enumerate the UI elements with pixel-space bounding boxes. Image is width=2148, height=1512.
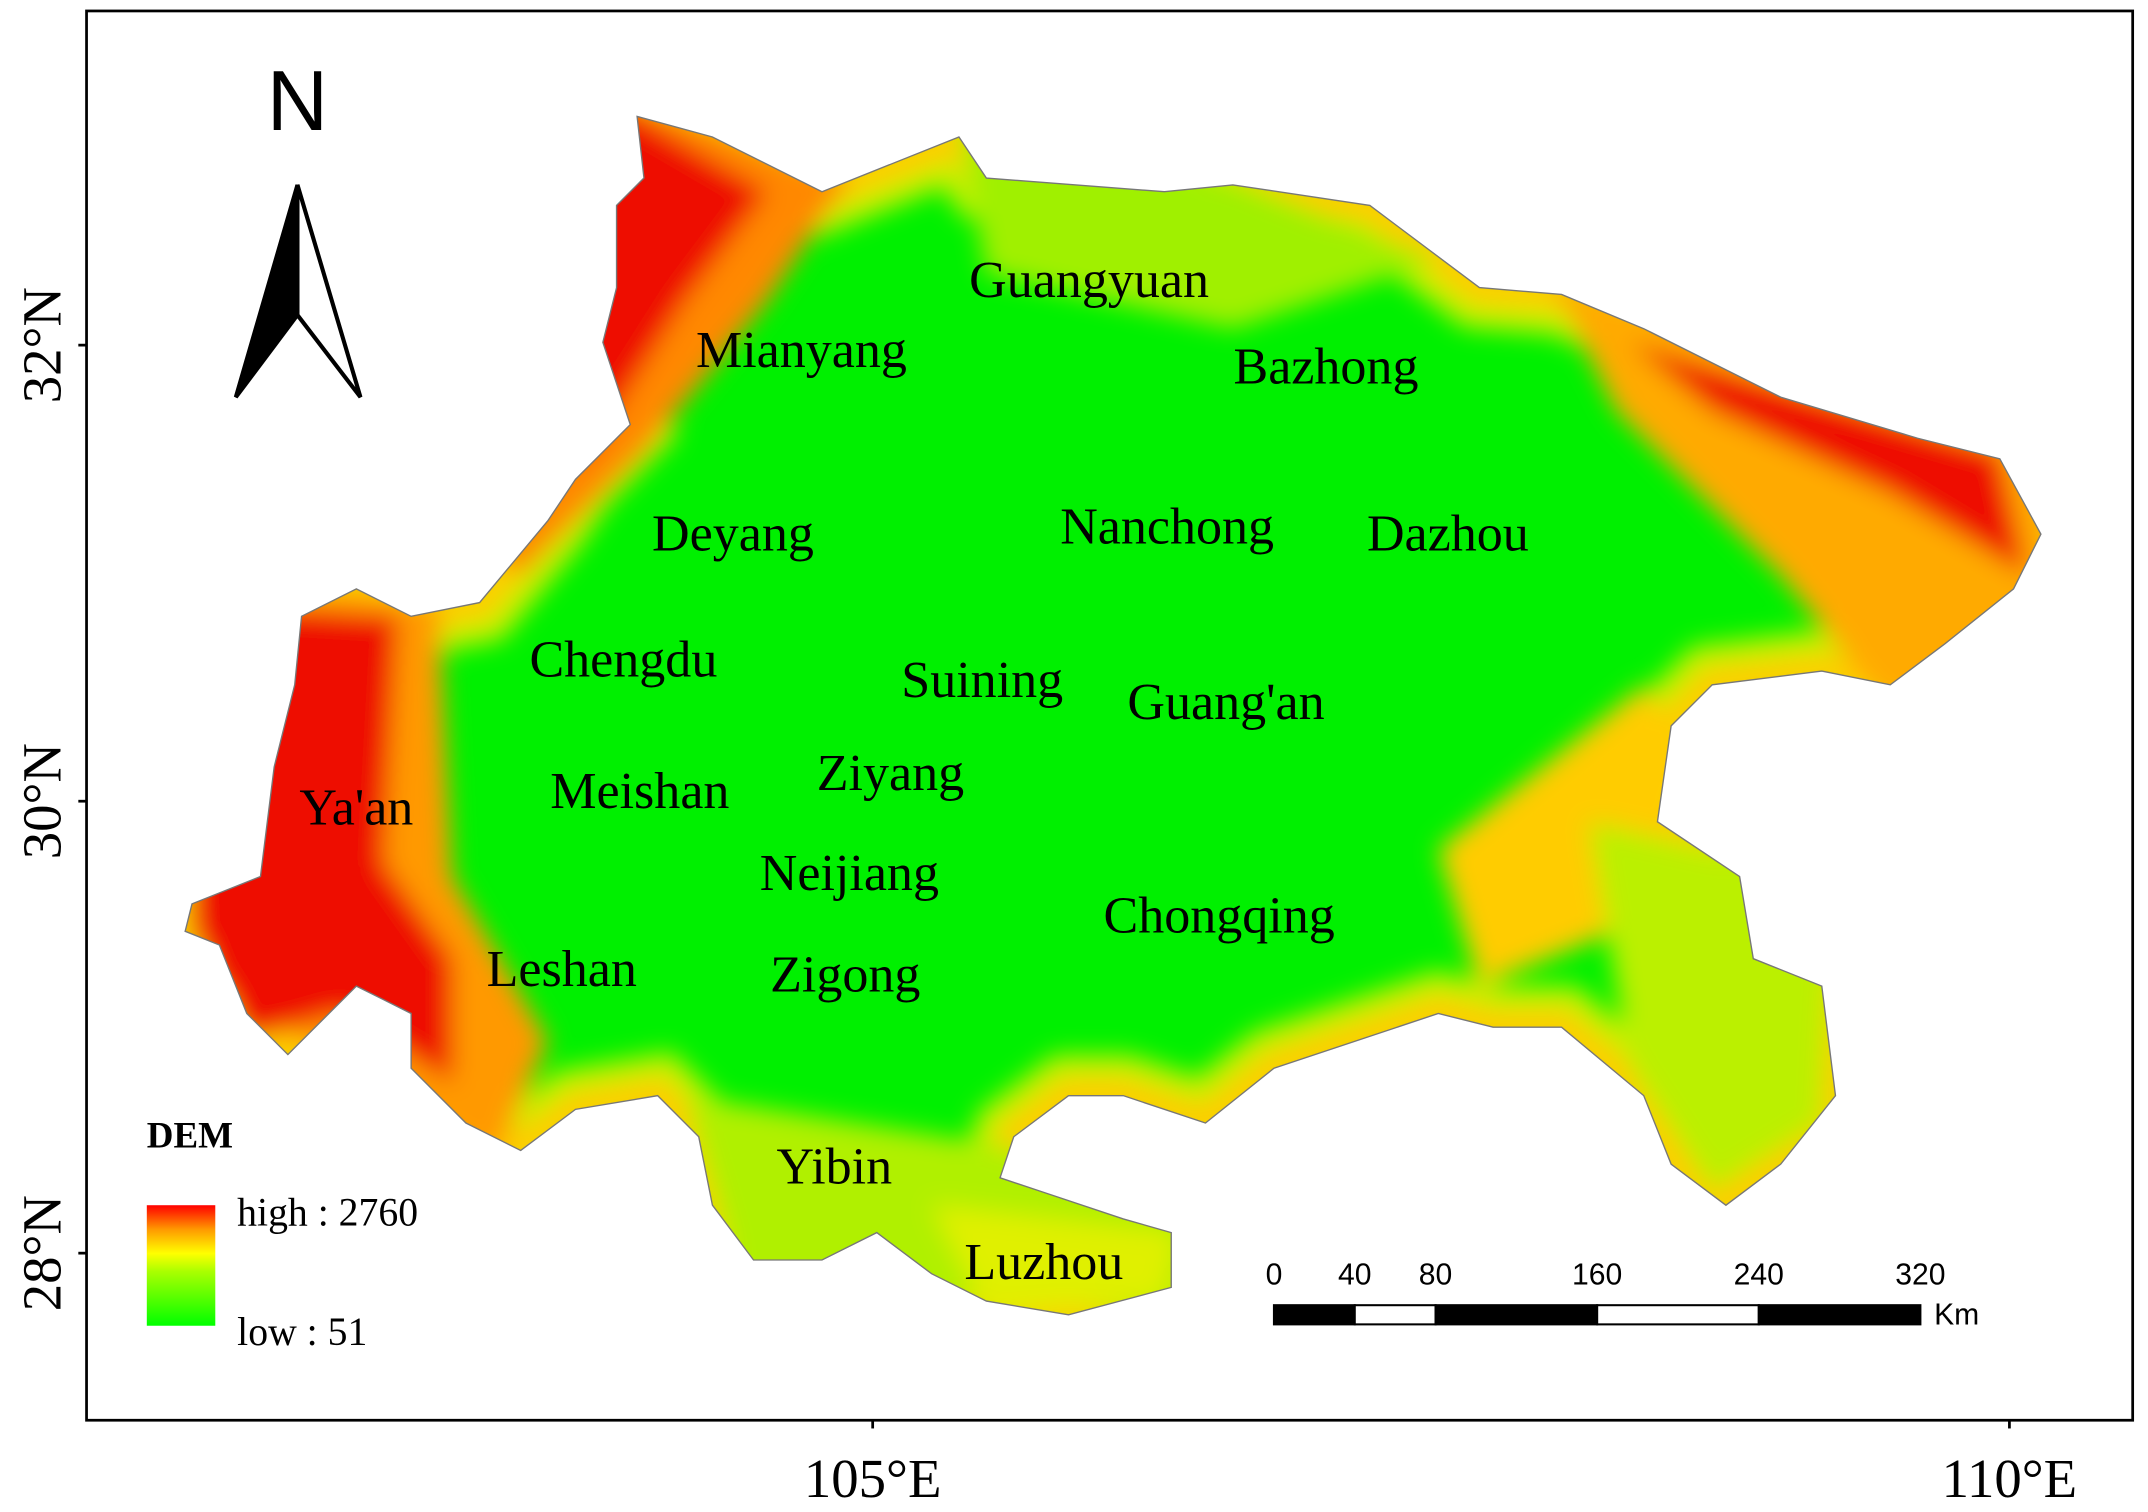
city-label: Ya'an bbox=[299, 779, 413, 836]
scale-unit: Km bbox=[1934, 1298, 1979, 1331]
scale-segment bbox=[1757, 1304, 1922, 1326]
north-arrow-right bbox=[295, 184, 363, 399]
city-label: Ziyang bbox=[817, 745, 964, 802]
city-label: Meishan bbox=[550, 763, 729, 820]
legend-low: low : 51 bbox=[237, 1310, 367, 1354]
scale-tick-label: 40 bbox=[1338, 1259, 1372, 1292]
scale-tick-label: 160 bbox=[1572, 1259, 1622, 1292]
scale-tick-label: 320 bbox=[1895, 1259, 1945, 1292]
city-label: Zigong bbox=[770, 947, 920, 1004]
city-label: Leshan bbox=[487, 941, 637, 998]
city-label: Dazhou bbox=[1367, 506, 1529, 563]
city-label: Deyang bbox=[652, 506, 814, 563]
city-label: Luzhou bbox=[964, 1234, 1123, 1291]
city-label: Suining bbox=[901, 652, 1063, 709]
city-label: Nanchong bbox=[1060, 499, 1274, 556]
city-label: Bazhong bbox=[1234, 338, 1419, 395]
scale-segment bbox=[1272, 1304, 1356, 1326]
scale-tick-label: 240 bbox=[1734, 1259, 1784, 1292]
city-label: Yibin bbox=[776, 1138, 892, 1195]
city-label: Guang'an bbox=[1127, 674, 1324, 731]
lon-label: 110°E bbox=[1942, 1448, 2077, 1509]
lon-label: 105°E bbox=[804, 1448, 942, 1509]
city-label: Chongqing bbox=[1104, 888, 1335, 945]
city-label: Neijiang bbox=[760, 845, 939, 902]
city-label: Chengdu bbox=[529, 632, 717, 689]
city-label: Guangyuan bbox=[969, 252, 1209, 309]
scale-segment bbox=[1353, 1304, 1437, 1326]
scale-segment bbox=[1434, 1304, 1599, 1326]
scale-tick-label: 80 bbox=[1419, 1259, 1453, 1292]
scale-segment bbox=[1596, 1304, 1760, 1326]
legend-high: high : 2760 bbox=[237, 1191, 418, 1235]
lat-label: 32°N bbox=[12, 287, 73, 403]
scale-tick-label: 0 bbox=[1266, 1259, 1283, 1292]
lat-label: 28°N bbox=[12, 1195, 73, 1311]
city-label: Mianyang bbox=[696, 322, 907, 379]
legend-ramp bbox=[146, 1205, 216, 1326]
north-label: N bbox=[267, 53, 328, 148]
legend-title: DEM bbox=[147, 1115, 233, 1156]
lat-label: 30°N bbox=[12, 743, 73, 859]
